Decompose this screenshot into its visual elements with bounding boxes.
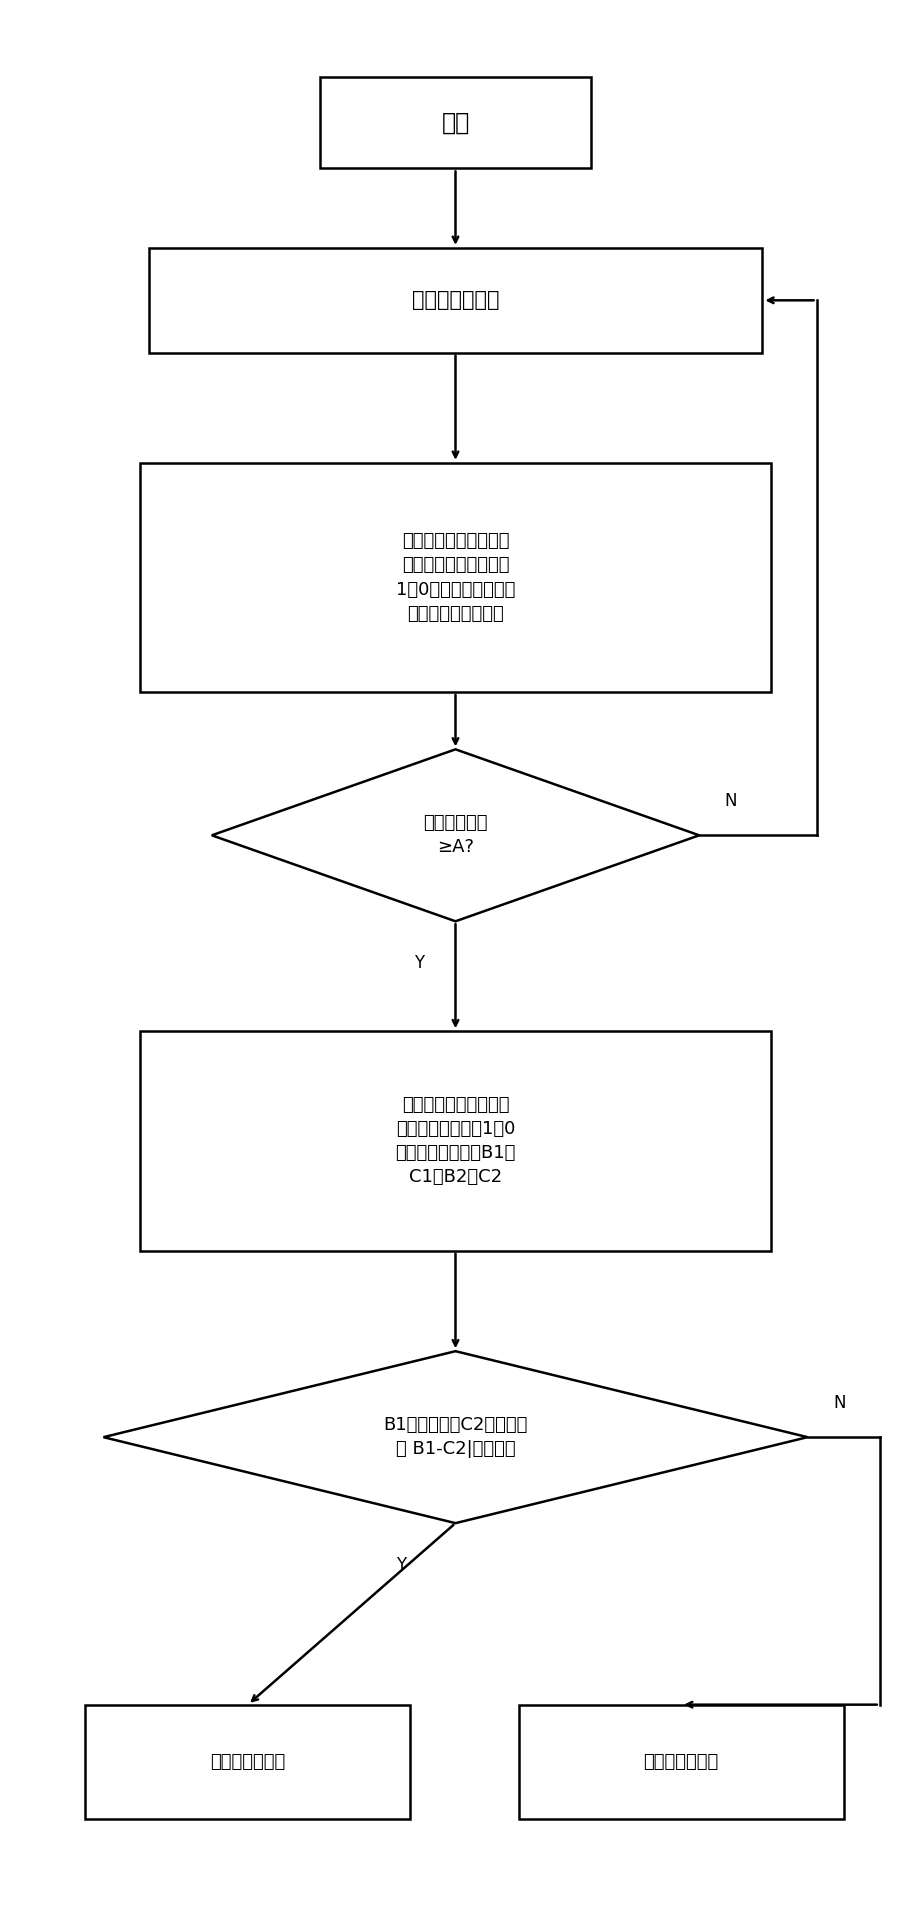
Text: 开始: 开始: [441, 111, 470, 134]
Text: B1小于阈值或C2小于阈值
或 B1-C2|大于阈值: B1小于阈值或C2小于阈值 或 B1-C2|大于阈值: [384, 1416, 527, 1458]
Text: Y: Y: [415, 954, 425, 973]
FancyBboxPatch shape: [139, 462, 772, 693]
FancyBboxPatch shape: [139, 1031, 772, 1251]
FancyBboxPatch shape: [148, 248, 763, 353]
Text: 交流电输出失效: 交流电输出失效: [210, 1752, 285, 1771]
Text: 按位读取第一、第二存
储单元并分别统计1和0
的个数，分别记为B1、
C1、B2和C2: 按位读取第一、第二存 储单元并分别统计1和0 的个数，分别记为B1、 C1、B2…: [395, 1096, 516, 1186]
Text: N: N: [724, 793, 737, 810]
Text: 将采样值与第一、第二
基准值分别比较转换为
1或0并分别按位存储于
第一、第二存储单元: 将采样值与第一、第二 基准值分别比较转换为 1或0并分别按位存储于 第一、第二存…: [395, 532, 516, 624]
FancyBboxPatch shape: [86, 1704, 410, 1819]
Text: 交流电输出正常: 交流电输出正常: [643, 1752, 719, 1771]
Text: 定时获取采样值: 定时获取采样值: [412, 290, 499, 311]
FancyBboxPatch shape: [518, 1704, 844, 1819]
Polygon shape: [104, 1351, 807, 1524]
Text: N: N: [833, 1393, 845, 1412]
Polygon shape: [211, 748, 700, 921]
Text: Y: Y: [396, 1556, 406, 1574]
FancyBboxPatch shape: [320, 77, 591, 169]
Text: 采样个数是否
≥A?: 采样个数是否 ≥A?: [424, 814, 487, 856]
